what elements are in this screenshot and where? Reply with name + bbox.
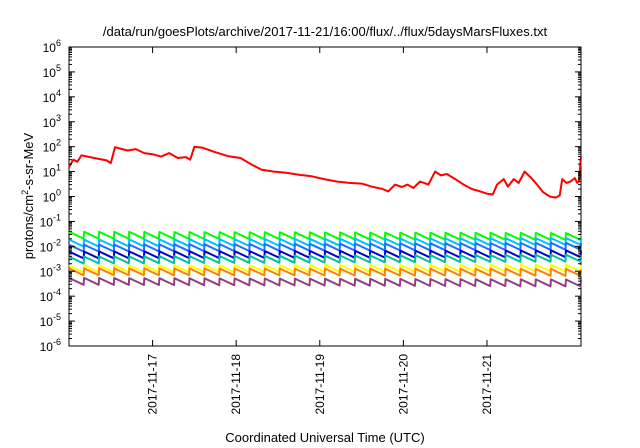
y-tick-label: 10-4 (40, 287, 61, 304)
series-layer (68, 145, 582, 288)
y-axis-label-main: protons/cm (21, 195, 36, 259)
y-tick-label: 10-1 (40, 212, 61, 229)
plot-frame (68, 46, 582, 347)
chart-title: /data/run/goesPlots/archive/2017-11-21/1… (103, 24, 548, 39)
y-tick-label: 101 (43, 163, 61, 180)
x-tick-label: 2017-11-20 (396, 354, 410, 415)
x-tick-label: 2017-11-21 (480, 354, 494, 415)
y-tick-label: 10-5 (40, 312, 61, 329)
y-tick-label: 10-6 (40, 337, 61, 354)
y-tick-label: 10-2 (40, 237, 61, 254)
x-tick-label: 2017-11-17 (146, 354, 160, 415)
series-line (68, 230, 582, 241)
x-axis-label: Coordinated Universal Time (UTC) (225, 430, 424, 445)
x-axis: 2017-11-17 2017-11-18 2017-11-19 2017-11-20… (146, 47, 494, 415)
y-axis-label: protons/cm2-s-sr-MeV (20, 132, 36, 259)
y-tick-label: 10-3 (40, 262, 61, 279)
x-tick-label: 2017-11-19 (313, 354, 327, 415)
plot-area (68, 46, 582, 347)
y-tick-label: 104 (43, 88, 61, 105)
series-line (68, 241, 582, 253)
y-tick-label: 100 (43, 188, 61, 205)
series-line (68, 267, 582, 277)
series-line (68, 145, 582, 199)
y-axis-label-rest: -s-sr-MeV (21, 132, 36, 189)
y-tick-label: 102 (43, 138, 61, 155)
y-tick-label: 105 (43, 63, 61, 80)
x-tick-label: 2017-11-18 (229, 354, 243, 415)
y-tick-label: 106 (43, 38, 61, 55)
y-axis: 10-6 10-5 10-4 10-3 10-2 10-1 100 101 102 103 104 1… (40, 38, 581, 354)
series-line (68, 253, 582, 265)
y-tick-label: 103 (43, 113, 61, 130)
series-line (68, 276, 582, 288)
y-axis-label-sup: 2 (20, 190, 30, 195)
